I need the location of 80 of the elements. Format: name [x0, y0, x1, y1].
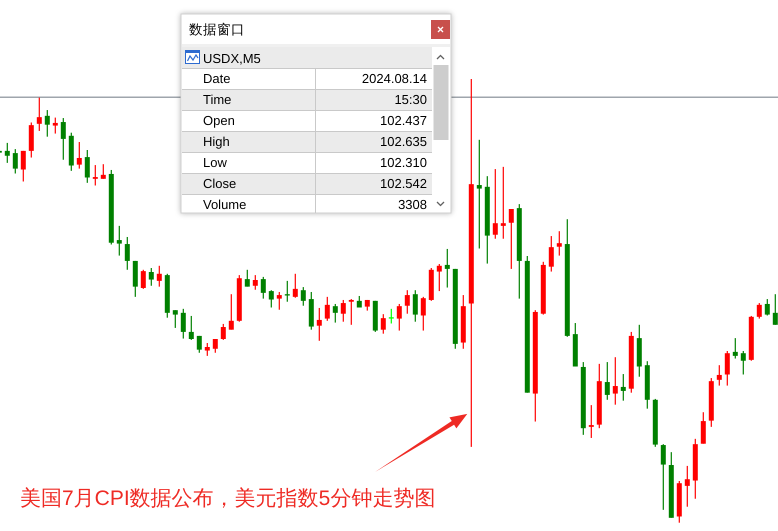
candlestick — [412, 290, 418, 322]
candlestick — [612, 356, 618, 406]
annotation: 15:30 — [394, 92, 427, 107]
candlestick — [124, 236, 130, 270]
candlestick — [4, 142, 10, 164]
candlestick — [60, 117, 66, 160]
candlestick — [268, 290, 274, 308]
text: USDX,M5 — [203, 51, 261, 66]
candlestick — [684, 465, 690, 508]
candlestick — [716, 364, 722, 386]
candlestick — [36, 97, 42, 132]
candlestick — [444, 248, 450, 288]
candlestick — [156, 265, 162, 288]
candlestick — [260, 276, 266, 300]
candlestick — [292, 273, 298, 298]
annotation: Volume — [203, 197, 246, 212]
annotation: 102.310 — [380, 155, 427, 170]
candlestick — [180, 308, 186, 340]
annotation: Low — [203, 155, 228, 170]
candlestick — [556, 230, 562, 256]
candlestick — [148, 267, 154, 286]
candlestick — [172, 310, 178, 329]
candlestick — [140, 269, 146, 290]
candlestick — [12, 148, 18, 174]
candlestick — [340, 299, 346, 322]
annotation: 3308 — [398, 197, 427, 212]
annotation: Date — [203, 71, 230, 86]
candlestick — [420, 296, 426, 332]
annotation: Time — [203, 92, 232, 107]
candlestick — [476, 139, 482, 250]
candlestick — [588, 404, 594, 439]
candlestick — [700, 412, 706, 444]
candlestick — [332, 303, 338, 324]
candlestick — [732, 338, 738, 360]
candlestick — [500, 166, 506, 240]
candlestick — [92, 164, 98, 186]
candlestick — [436, 263, 442, 292]
candlestick — [76, 141, 82, 170]
candlestick — [228, 294, 234, 330]
candlestick — [284, 280, 290, 302]
candlestick — [300, 286, 306, 306]
candlestick — [188, 315, 194, 340]
candlestick — [116, 225, 122, 256]
annotation: 102.542 — [380, 176, 427, 191]
candlestick — [196, 335, 202, 354]
candlestick — [756, 302, 762, 320]
annotation: Open — [203, 113, 235, 128]
annotation: 2024.08.14 — [362, 71, 427, 86]
annotation: 102.437 — [380, 113, 427, 128]
text: 数据窗口 — [189, 22, 245, 37]
candlestick — [316, 307, 322, 342]
candlestick — [604, 361, 610, 400]
candlestick — [764, 298, 770, 316]
candlestick — [548, 235, 554, 272]
candlestick — [740, 350, 746, 376]
candlestick — [724, 350, 730, 386]
annotation: 102.635 — [380, 134, 427, 149]
candlestick — [212, 338, 218, 354]
candlestick — [220, 323, 226, 340]
text: 美国7月CPI数据公布，美元指数5分钟走势图 — [20, 487, 436, 510]
candlestick — [20, 150, 26, 182]
candlestick — [84, 149, 90, 184]
candlestick — [380, 314, 386, 334]
candlestick — [100, 164, 106, 180]
candlestick — [204, 342, 210, 356]
candlestick — [52, 117, 58, 134]
candlestick — [660, 444, 666, 510]
candlestick — [772, 294, 778, 326]
candlestick — [492, 168, 498, 240]
candlestick — [404, 290, 410, 314]
candlestick — [620, 373, 626, 402]
candlestick — [508, 208, 514, 270]
annotation: Close — [203, 176, 236, 191]
candlestick — [252, 274, 258, 290]
annotation: High — [203, 134, 230, 149]
candlestick — [396, 303, 402, 332]
candlestick — [44, 109, 50, 138]
candlestick — [324, 296, 330, 322]
candlestick — [244, 269, 250, 288]
candlestick — [276, 291, 282, 310]
